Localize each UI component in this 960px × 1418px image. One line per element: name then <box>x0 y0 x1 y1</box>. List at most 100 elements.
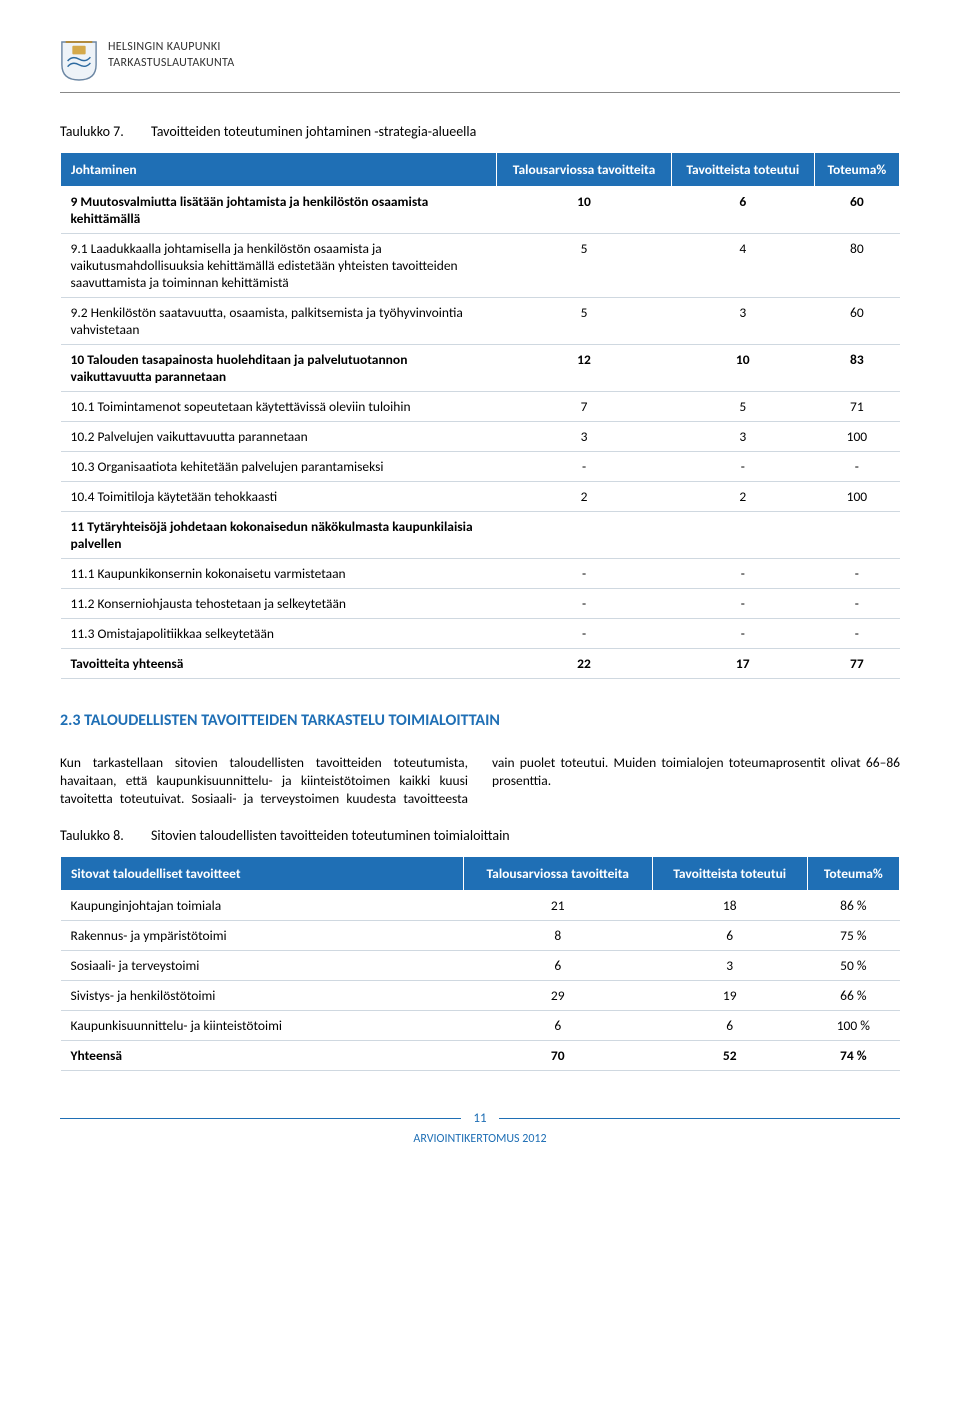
table-row: Kaupunginjohtajan toimiala211886 % <box>61 890 900 920</box>
table-cell: 83 <box>814 345 899 392</box>
table-row: Rakennus- ja ympäristötoimi8675 % <box>61 920 900 950</box>
table8-col2: Tavoitteista toteutui <box>652 856 807 890</box>
table-row: Yhteensä705274 % <box>61 1040 900 1070</box>
table7-col2: Tavoitteista toteutui <box>671 153 814 187</box>
header-text: HELSINGIN KAUPUNKI TARKASTUSLAUTAKUNTA <box>108 40 234 71</box>
table-row: 11.2 Konserniohjausta tehostetaan ja sel… <box>61 589 900 619</box>
footer-text: ARVIOINTIKERTOMUS 2012 <box>60 1132 900 1146</box>
table-cell: 8 <box>463 920 652 950</box>
table-cell: 19 <box>652 980 807 1010</box>
footer-line-right <box>499 1118 900 1119</box>
table-cell: 6 <box>652 1010 807 1040</box>
table-cell: 17 <box>671 649 814 679</box>
table-cell: Yhteensä <box>61 1040 464 1070</box>
table-cell: 11.3 Omistajapolitiikkaa selkeytetään <box>61 619 497 649</box>
table-cell: 10 <box>497 187 672 234</box>
table-cell: 77 <box>814 649 899 679</box>
table-cell: 50 % <box>807 950 899 980</box>
table-cell <box>671 512 814 559</box>
table7-col0: Johtaminen <box>61 153 497 187</box>
table-cell: - <box>497 452 672 482</box>
table7: Johtaminen Talousarviossa tavoitteita Ta… <box>60 152 900 679</box>
table8-col0: Sitovat taloudelliset tavoitteet <box>61 856 464 890</box>
table-cell: 12 <box>497 345 672 392</box>
table7-caption-label: Taulukko 7. <box>60 123 124 140</box>
table-cell: 100 <box>814 422 899 452</box>
table-cell: - <box>497 619 672 649</box>
table-cell: 22 <box>497 649 672 679</box>
table-cell: 5 <box>497 298 672 345</box>
table-cell: 11.2 Konserniohjausta tehostetaan ja sel… <box>61 589 497 619</box>
page-footer: 11 ARVIOINTIKERTOMUS 2012 <box>60 1111 900 1146</box>
table-row: 10.3 Organisaatiota kehitetään palveluje… <box>61 452 900 482</box>
table-cell: Kaupunginjohtajan toimiala <box>61 890 464 920</box>
table-cell: 10.1 Toimintamenot sopeutetaan käytettäv… <box>61 392 497 422</box>
table-cell: 9 Muutosvalmiutta lisätään johtamista ja… <box>61 187 497 234</box>
table-cell: 5 <box>497 234 672 298</box>
table-cell: 29 <box>463 980 652 1010</box>
table-row: Kaupunkisuunnittelu- ja kiinteistötoimi6… <box>61 1010 900 1040</box>
table8-col1: Talousarviossa tavoitteita <box>463 856 652 890</box>
helsinki-crest-icon <box>60 40 98 82</box>
table-row: 9.1 Laadukkaalla johtamisella ja henkilö… <box>61 234 900 298</box>
table-cell: 10.3 Organisaatiota kehitetään palveluje… <box>61 452 497 482</box>
table-cell: 11.1 Kaupunkikonsernin kokonaisetu varmi… <box>61 559 497 589</box>
table8-caption: Taulukko 8. Sitovien taloudellisten tavo… <box>60 827 900 844</box>
table-cell: 60 <box>814 298 899 345</box>
table8-col3: Toteuma% <box>807 856 899 890</box>
table-cell: 3 <box>497 422 672 452</box>
table-row: 10 Talouden tasapainosta huolehditaan ja… <box>61 345 900 392</box>
table-cell: - <box>814 452 899 482</box>
table-cell: 3 <box>671 422 814 452</box>
table-cell: - <box>671 559 814 589</box>
table-cell: Rakennus- ja ympäristötoimi <box>61 920 464 950</box>
table-row: Sosiaali- ja terveystoimi6350 % <box>61 950 900 980</box>
table-cell: - <box>497 559 672 589</box>
table-cell: - <box>814 589 899 619</box>
table-cell: 70 <box>463 1040 652 1070</box>
table-cell: 66 % <box>807 980 899 1010</box>
table7-caption: Taulukko 7. Tavoitteiden toteutuminen jo… <box>60 123 900 140</box>
table-cell <box>814 512 899 559</box>
table-cell: 80 <box>814 234 899 298</box>
table7-caption-text: Tavoitteiden toteutuminen johtaminen -st… <box>151 123 476 140</box>
table-row: 9 Muutosvalmiutta lisätään johtamista ja… <box>61 187 900 234</box>
table-cell: 3 <box>652 950 807 980</box>
table-cell: 10.2 Palvelujen vaikuttavuutta paranneta… <box>61 422 497 452</box>
table7-header-row: Johtaminen Talousarviossa tavoitteita Ta… <box>61 153 900 187</box>
table-cell: - <box>671 619 814 649</box>
header-line2: TARKASTUSLAUTAKUNTA <box>108 56 234 72</box>
page-header: HELSINGIN KAUPUNKI TARKASTUSLAUTAKUNTA <box>60 40 900 82</box>
table-row: 10.2 Palvelujen vaikuttavuutta paranneta… <box>61 422 900 452</box>
table-row: Sivistys- ja henkilöstötoimi291966 % <box>61 980 900 1010</box>
header-line1: HELSINGIN KAUPUNKI <box>108 40 234 56</box>
table-cell: 60 <box>814 187 899 234</box>
table-cell: Sivistys- ja henkilöstötoimi <box>61 980 464 1010</box>
table-cell: Tavoitteita yhteensä <box>61 649 497 679</box>
table-cell: - <box>814 559 899 589</box>
table-cell: 10.4 Toimitiloja käytetään tehokkaasti <box>61 482 497 512</box>
table-cell: 9.2 Henkilöstön saatavuutta, osaamista, … <box>61 298 497 345</box>
section-2-3-title: 2.3 TALOUDELLISTEN TAVOITTEIDEN TARKASTE… <box>60 711 900 730</box>
table-cell: 52 <box>652 1040 807 1070</box>
table-cell: 10 <box>671 345 814 392</box>
table8: Sitovat taloudelliset tavoitteet Talousa… <box>60 856 900 1071</box>
table-cell: 3 <box>671 298 814 345</box>
table-cell: 18 <box>652 890 807 920</box>
table-cell: Kaupunkisuunnittelu- ja kiinteistötoimi <box>61 1010 464 1040</box>
table-cell: 6 <box>463 1010 652 1040</box>
table-cell <box>497 512 672 559</box>
table-cell: - <box>671 589 814 619</box>
header-divider <box>60 92 900 93</box>
table-row: Tavoitteita yhteensä221777 <box>61 649 900 679</box>
table-cell: 6 <box>671 187 814 234</box>
table-row: 11 Tytäryhteisöjä johdetaan kokonaisedun… <box>61 512 900 559</box>
table-cell: 7 <box>497 392 672 422</box>
table-cell: - <box>497 589 672 619</box>
table-cell: Sosiaali- ja terveystoimi <box>61 950 464 980</box>
table-cell: 10 Talouden tasapainosta huolehditaan ja… <box>61 345 497 392</box>
table-cell: 71 <box>814 392 899 422</box>
table-row: 10.1 Toimintamenot sopeutetaan käytettäv… <box>61 392 900 422</box>
table-cell: 2 <box>671 482 814 512</box>
table-cell: - <box>671 452 814 482</box>
